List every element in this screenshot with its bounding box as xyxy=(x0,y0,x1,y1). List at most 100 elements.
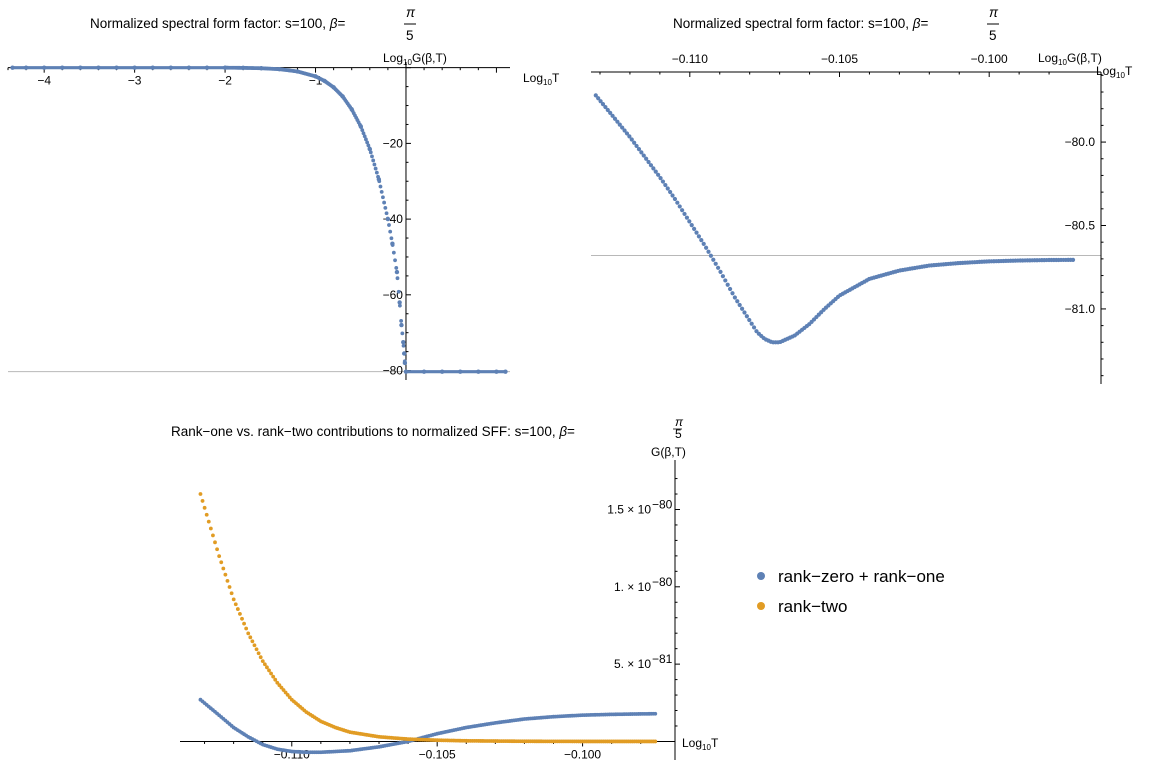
chart-2-data-point xyxy=(632,140,637,145)
chart-2-data-point xyxy=(687,219,692,224)
chart-3-title-frac-den: 5 xyxy=(675,427,682,441)
chart-1-data-point xyxy=(398,303,402,308)
chart-1-data-point xyxy=(396,289,401,294)
chart-2-data-point xyxy=(735,299,740,304)
chart-1-data-point xyxy=(374,170,379,175)
chart-1-data-point xyxy=(395,276,400,281)
chart-2-data-point xyxy=(680,208,685,213)
chart-1-data-point xyxy=(404,369,408,374)
chart-2-data-point xyxy=(684,215,690,220)
chart-1-data-point xyxy=(401,351,407,356)
chart-1-data-point xyxy=(359,125,363,130)
chart-panel-3: Rank−one vs. rank−two contributions to n… xyxy=(0,410,1149,770)
chart-2-data-point xyxy=(677,204,682,209)
chart-2-data-point xyxy=(634,143,639,149)
chart-1-y-tick-label: −80 xyxy=(383,364,404,378)
chart-3-series-1-point xyxy=(653,711,658,716)
chart-2-data-point xyxy=(1070,257,1076,262)
chart-2-data-point xyxy=(605,107,610,113)
chart-1-y-tick-label: −40 xyxy=(383,212,404,226)
chart-2-plot: −0.110 −0.105 −0.100 −80.0 −80.5 −81.0 xyxy=(591,52,1106,384)
chart-1-title: Normalized spectral form factor: s=100, … xyxy=(90,16,345,31)
legend-label-rank-zero-one: rank−zero + rank−one xyxy=(778,567,945,586)
chart-2-data-point xyxy=(682,211,687,217)
chart-3-series-2-point xyxy=(202,505,207,510)
legend-label-rank-two: rank−two xyxy=(778,597,847,616)
chart-2-data-point xyxy=(600,102,606,107)
chart-2-data-point xyxy=(622,128,627,133)
chart-2-data-point xyxy=(723,278,728,283)
chart-3-series-2-point xyxy=(204,512,209,517)
chart-2-svg: Normalized spectral form factor: s=100, … xyxy=(591,5,1133,384)
chart-1-data-point xyxy=(361,131,366,136)
chart-3-series-2-point xyxy=(233,602,238,607)
chart-3-series-2-point xyxy=(250,639,255,644)
chart-3-series-2-point xyxy=(215,547,219,552)
chart-2-data-point xyxy=(624,131,630,136)
chart-1-x-axis-label: Log10T xyxy=(523,71,560,87)
chart-3-y-tick-label: 1. × 10 xyxy=(614,580,651,594)
chart-2-data-point xyxy=(658,175,663,181)
chart-3-series-2-point xyxy=(244,626,249,631)
chart-1-data-point xyxy=(391,250,396,255)
chart-2-data-point xyxy=(744,314,749,319)
chart-3-title: Rank−one vs. rank−two contributions to n… xyxy=(171,424,575,439)
chart-1-data-point xyxy=(384,211,389,216)
chart-3-series-2-point xyxy=(252,643,257,648)
chart-2-data-point xyxy=(660,179,666,184)
chart-2-y-tick-label: −80.5 xyxy=(1065,218,1096,232)
chart-3-series-2-point xyxy=(221,566,226,571)
chart-3-series-2-point xyxy=(248,635,253,640)
chart-3-series-2-point xyxy=(262,662,267,667)
chart-1-data-point xyxy=(389,236,394,241)
chart-1-data-point xyxy=(377,179,382,184)
chart-1-title-frac-num: π xyxy=(406,5,416,20)
chart-3-y-tick-label: 1.5 × 10 xyxy=(607,502,651,516)
chart-2-data-point xyxy=(636,147,642,152)
chart-1-data-point xyxy=(364,137,368,142)
chart-3-series-2-point xyxy=(653,739,658,744)
chart-1-y-axis-label: Log10G(β,T) xyxy=(383,51,447,67)
chart-3-series-2-point xyxy=(219,560,224,565)
chart-3-x-tick-label: −0.100 xyxy=(564,747,601,761)
chart-1-data-point xyxy=(366,143,371,148)
chart-3-x-axis-label: Log10T xyxy=(682,736,719,752)
chart-2-data-point xyxy=(747,317,752,323)
chart-2-data-point xyxy=(646,159,651,165)
chart-1-y-tick-label: −60 xyxy=(383,288,404,302)
chart-1-title-frac-den: 5 xyxy=(406,28,414,43)
chart-2-data-point xyxy=(598,99,603,104)
chart-2-data-point xyxy=(689,223,694,228)
chart-2-data-point xyxy=(720,274,725,279)
chart-2-data-point xyxy=(701,241,706,246)
chart-2-x-tick-label: −0.110 xyxy=(672,52,708,66)
chart-2-data-point xyxy=(620,125,625,130)
chart-1-data-point xyxy=(401,339,406,345)
chart-1-data-point xyxy=(360,128,365,133)
chart-1-data-point xyxy=(372,162,377,167)
chart-panel-2: Normalized spectral form factor: s=100, … xyxy=(575,0,1149,390)
chart-3-series-2-point xyxy=(206,519,211,524)
chart-2-data-point xyxy=(699,238,704,243)
chart-2-data-point xyxy=(706,249,711,254)
chart-1-data-point xyxy=(379,189,384,194)
chart-2-x-tick-label: −0.105 xyxy=(821,52,858,66)
chart-2-data-point xyxy=(656,172,661,177)
legend-marker-rank-zero-one xyxy=(757,572,765,580)
chart-3-series-2-point xyxy=(265,665,269,670)
chart-2-data-point xyxy=(694,230,699,235)
chart-2-y-axis-label: Log10G(β,T) xyxy=(1038,51,1102,67)
chart-2-data-point xyxy=(704,245,709,250)
chart-2-y-tick-label: −81.0 xyxy=(1065,302,1096,316)
chart-3-legend: rank−zero + rank−one rank−two xyxy=(757,567,945,616)
chart-2-title-frac-num: π xyxy=(989,5,999,20)
chart-2-data-point xyxy=(708,253,714,258)
chart-3-title-frac-num: π xyxy=(675,415,684,429)
chart-2-data-point xyxy=(615,119,620,124)
chart-1-data-point xyxy=(397,300,402,305)
chart-1-data-point xyxy=(402,359,407,364)
chart-3-series-2-point xyxy=(256,651,261,656)
chart-3-series-2-point xyxy=(273,677,278,682)
chart-3-series-2-point xyxy=(229,591,234,596)
